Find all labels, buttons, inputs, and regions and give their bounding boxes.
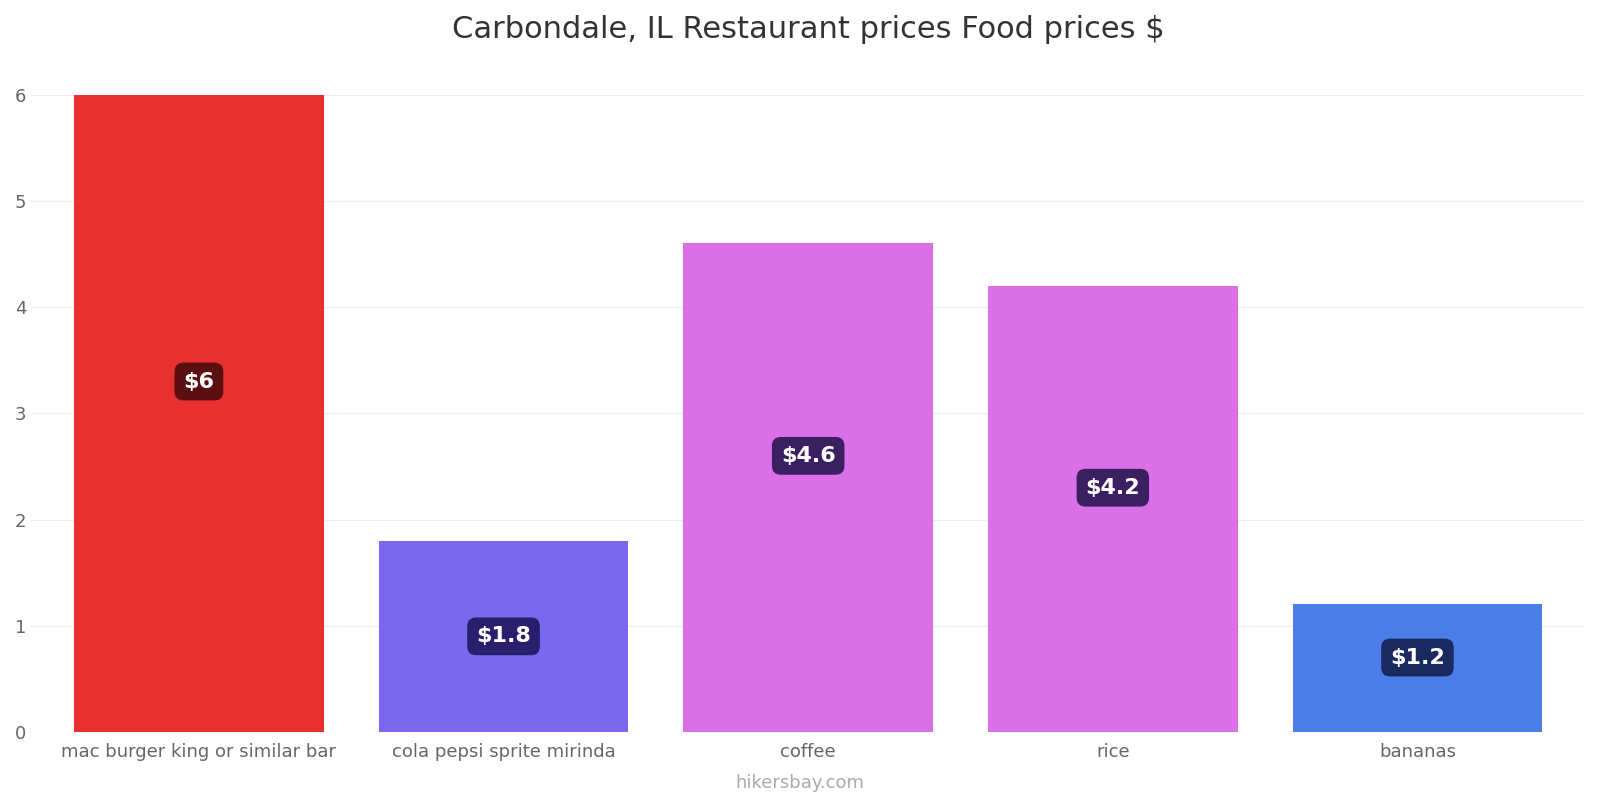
Text: $1.8: $1.8 — [477, 626, 531, 646]
Bar — [74, 95, 323, 732]
Bar — [683, 243, 933, 732]
Text: $4.2: $4.2 — [1085, 478, 1141, 498]
Text: $1.2: $1.2 — [1390, 647, 1445, 667]
Bar — [987, 286, 1238, 732]
Text: hikersbay.com: hikersbay.com — [736, 774, 864, 792]
Bar — [379, 541, 629, 732]
Title: Carbondale, IL Restaurant prices Food prices $: Carbondale, IL Restaurant prices Food pr… — [451, 15, 1165, 44]
Text: $6: $6 — [184, 371, 214, 391]
Bar — [1293, 605, 1542, 732]
Text: $4.6: $4.6 — [781, 446, 835, 466]
